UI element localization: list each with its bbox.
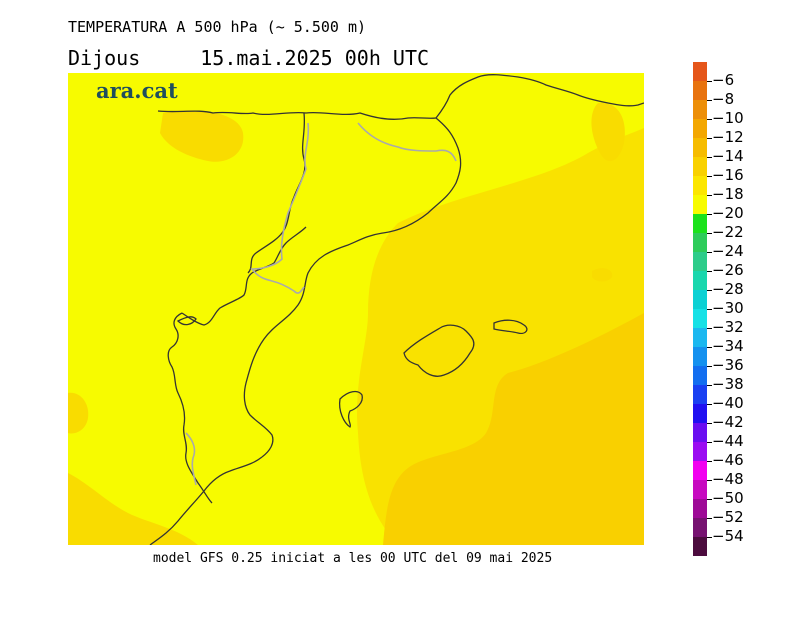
coast-main [435, 74, 644, 119]
colorbar-tick [707, 461, 712, 462]
colorbar-label: −6 [712, 71, 735, 89]
colorbar-label: −54 [712, 527, 744, 545]
temperature-colorbar [693, 62, 707, 556]
colorbar-tick [707, 176, 712, 177]
colorbar-tick [707, 423, 712, 424]
colorbar-tick [707, 347, 712, 348]
colorbar-tick [707, 195, 712, 196]
colorbar-swatch [693, 252, 707, 271]
colorbar-tick [707, 138, 712, 139]
colorbar-label: −28 [712, 280, 744, 298]
colorbar-swatch [693, 195, 707, 214]
colorbar-tick [707, 119, 712, 120]
colorbar-tick [707, 100, 712, 101]
colorbar-tick [707, 404, 712, 405]
colorbar-tick [707, 328, 712, 329]
colorbar-label: −26 [712, 261, 744, 279]
colorbar-swatch [693, 385, 707, 404]
eivissa-coast [338, 390, 363, 428]
ara-cat-logo: ara.cat [96, 78, 178, 103]
field-gold-patch-nw [160, 110, 244, 162]
field-gold-patch-ne [591, 102, 625, 162]
interior-border [181, 226, 307, 326]
colorbar-label: −22 [712, 223, 744, 241]
north-border [157, 110, 437, 120]
model-run-label: model GFS 0.25 iniciat a les 00 UTC del … [153, 551, 553, 566]
colorbar-tick [707, 252, 712, 253]
colorbar-swatch [693, 233, 707, 252]
colorbar-label: −46 [712, 451, 744, 469]
colorbar-tick [707, 442, 712, 443]
field-gold-patch-islet [592, 268, 613, 282]
colorbar-label: −40 [712, 394, 744, 412]
regional-border [185, 122, 457, 486]
colorbar-label: −24 [712, 242, 744, 260]
map-title: TEMPERATURA A 500 hPa (~ 5.500 m) [68, 18, 367, 36]
colorbar-tick [707, 81, 712, 82]
colorbar-swatch [693, 309, 707, 328]
colorbar-label: −38 [712, 375, 744, 393]
coastline [149, 74, 644, 545]
colorbar-label: −52 [712, 508, 744, 526]
colorbar-label: −20 [712, 204, 744, 222]
colorbar-tick [707, 271, 712, 272]
colorbar-label: −50 [712, 489, 744, 507]
colorbar-swatch [693, 404, 707, 423]
colorbar-tick [707, 480, 712, 481]
colorbar-tick [707, 309, 712, 310]
colorbar-swatch [693, 62, 707, 81]
colorbar-tick [707, 157, 712, 158]
colorbar-swatch [693, 328, 707, 347]
field-gold [383, 313, 644, 545]
colorbar-label: −10 [712, 109, 744, 127]
colorbar-swatch [693, 81, 707, 100]
colorbar-swatch [693, 347, 707, 366]
colorbar-swatch [693, 442, 707, 461]
colorbar-tick [707, 233, 712, 234]
colorbar-tick [707, 290, 712, 291]
colorbar-tick [707, 518, 712, 519]
colorbar-swatch [693, 271, 707, 290]
colorbar-label: −36 [712, 356, 744, 374]
colorbar-swatch [693, 119, 707, 138]
colorbar-tick [707, 366, 712, 367]
colorbar-label: −34 [712, 337, 744, 355]
colorbar-swatch [693, 480, 707, 499]
colorbar-label: −16 [712, 166, 744, 184]
field-gold-patch-sw [68, 473, 198, 545]
colorbar-label: −32 [712, 318, 744, 336]
colorbar-label: −44 [712, 432, 744, 450]
colorbar-label: −12 [712, 128, 744, 146]
colorbar-swatch [693, 537, 707, 556]
colorbar-swatch [693, 423, 707, 442]
colorbar-swatch [693, 290, 707, 309]
colorbar-swatch [693, 214, 707, 233]
menorca-coast [493, 319, 528, 335]
colorbar-swatch [693, 100, 707, 119]
temperature-map [68, 73, 644, 545]
colorbar-label: −48 [712, 470, 744, 488]
colorbar-swatch [693, 138, 707, 157]
colorbar-swatch [693, 461, 707, 480]
mallorca-coast [403, 324, 475, 377]
colorbar-label: −42 [712, 413, 744, 431]
colorbar-label: −14 [712, 147, 744, 165]
colorbar-swatch [693, 499, 707, 518]
map-subtitle: Dijous 15.mai.2025 00h UTC [68, 46, 429, 70]
colorbar-swatch [693, 366, 707, 385]
colorbar-label: −18 [712, 185, 744, 203]
colorbar-tick [707, 499, 712, 500]
weekday-label: Dijous [68, 46, 141, 70]
colorbar-swatch [693, 518, 707, 537]
colorbar-tick [707, 537, 712, 538]
colorbar-tick [707, 385, 712, 386]
valid-time-label: 15.mai.2025 00h UTC [200, 46, 430, 70]
colorbar-swatch [693, 157, 707, 176]
colorbar-tick [707, 214, 712, 215]
colorbar-label: −30 [712, 299, 744, 317]
colorbar-swatch [693, 176, 707, 195]
colorbar-label: −8 [712, 90, 735, 108]
field-gold-patch-w [68, 392, 89, 434]
